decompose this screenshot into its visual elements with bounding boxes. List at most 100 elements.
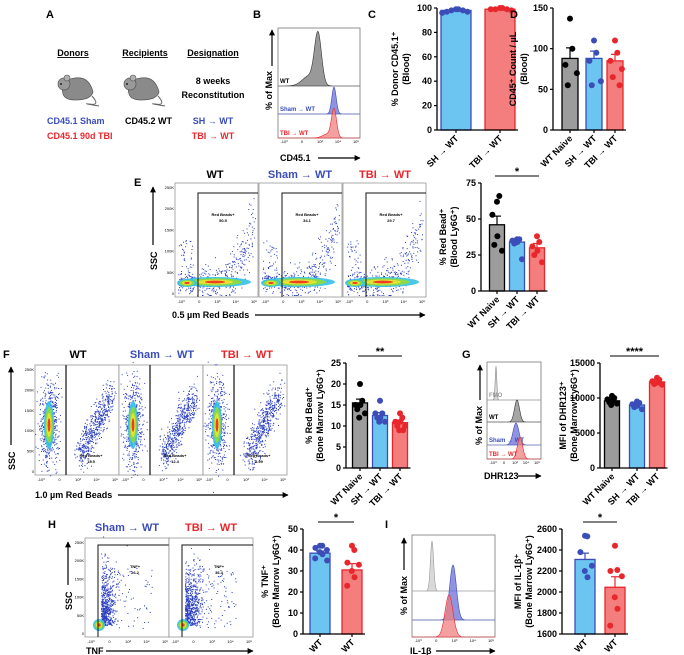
event-dot [245,259,247,261]
event-dot [91,436,93,437]
event-dot [132,470,134,472]
event-dot [134,397,136,399]
event-dot [101,394,103,396]
event-dot [267,251,269,253]
event-dot [50,383,52,385]
event-dot [102,614,104,616]
event-dot [91,437,93,439]
event-dot [188,272,190,274]
event-dot [178,292,180,294]
event-dot [392,269,394,271]
event-dot [178,445,180,447]
event-dot [187,412,189,414]
event-dot [200,276,202,278]
event-dot [272,416,274,417]
event-dot [250,253,252,255]
event-dot [104,606,106,608]
event-dot [140,466,142,468]
event-dot [268,416,270,418]
event-dot [294,263,296,265]
event-dot [109,574,111,576]
event-dot [108,578,110,580]
event-dot [354,277,356,279]
event-dot [97,426,99,428]
event-dot [96,424,98,425]
event-dot [220,395,222,397]
event-dot [242,241,244,243]
event-dot [101,608,103,610]
event-dot [209,409,210,411]
event-dot [273,381,275,383]
event-dot [224,413,226,415]
event-dot [262,420,264,422]
event-dot [210,457,212,459]
y-tick-label: 250K [25,367,35,372]
event-dot [213,445,215,446]
event-dot [249,443,251,445]
histogram-curve [487,422,541,446]
event-dot [192,417,194,419]
event-dot [107,403,109,405]
event-dot [183,425,185,427]
event-dot [360,288,362,290]
event-dot [265,420,267,422]
event-dot [392,267,394,269]
event-dot [335,223,337,225]
event-dot [226,445,228,447]
event-dot [268,390,270,392]
event-dot [187,418,189,420]
event-dot [315,274,316,276]
event-dot [136,451,138,453]
event-dot [98,406,99,408]
event-dot [176,439,178,441]
event-dot [181,434,183,436]
event-dot [106,619,108,621]
event-dot [107,580,108,582]
event-dot [266,392,268,394]
event-dot [163,434,165,436]
event-dot [103,602,105,604]
event-dot [102,429,104,431]
event-dot [384,258,386,260]
event-dot [139,432,141,434]
event-dot [223,391,225,393]
event-dot [109,407,111,409]
event-dot [108,396,110,398]
event-dot [306,287,308,289]
event-dot [166,448,168,450]
event-dot [271,415,273,417]
event-dot [236,237,238,239]
event-dot [138,396,140,398]
event-dot [296,286,298,288]
event-dot [56,429,58,431]
event-dot [328,248,330,250]
event-dot [105,387,107,389]
event-dot [361,287,363,289]
event-dot [262,412,264,414]
event-dot [359,287,361,289]
event-dot [394,271,396,273]
event-dot [402,260,404,262]
event-dot [265,436,267,438]
event-dot [130,390,132,391]
event-dot [230,253,232,255]
event-dot [99,401,101,402]
event-dot [137,442,139,444]
event-dot [82,454,84,456]
event-dot [265,272,266,274]
event-dot [283,397,284,398]
event-dot [249,450,251,452]
event-dot [271,389,273,391]
event-dot [92,422,94,424]
event-dot [397,264,399,266]
event-dot [417,251,419,253]
event-dot [354,249,356,251]
event-dot [159,435,161,437]
event-dot [133,394,134,396]
event-dot [263,428,265,429]
event-dot [187,268,189,270]
event-dot [176,425,178,427]
event-dot [177,432,179,434]
event-dot [300,273,302,275]
